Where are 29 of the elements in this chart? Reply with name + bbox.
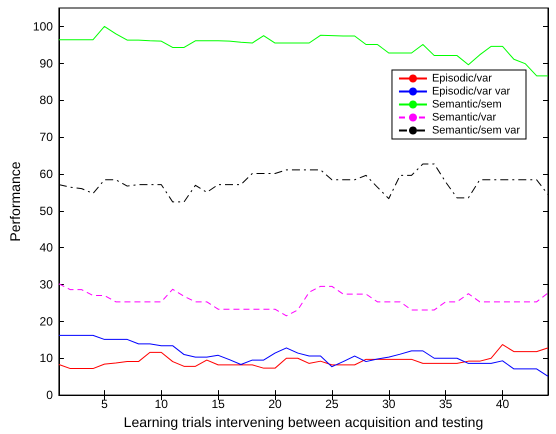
y-tick-label: 20: [40, 314, 54, 328]
y-tick-label: 50: [40, 204, 54, 218]
legend-label: Episodic/var var: [432, 86, 511, 98]
legend-label: Semantic/var: [432, 112, 496, 124]
x-tick-label: 5: [101, 397, 108, 412]
y-tick-label: 10: [40, 351, 54, 366]
y-tick-label: 70: [40, 130, 54, 144]
x-tick-label: 20: [268, 397, 282, 412]
x-tick-label: 30: [382, 397, 396, 412]
x-axis-title: Learning trials intervening between acquisition and testing: [124, 414, 484, 430]
y-axis-title: Performance: [7, 161, 23, 242]
legend-label: Episodic/var: [432, 72, 492, 84]
x-tick-label: 25: [325, 397, 339, 412]
line-series: [58, 344, 548, 370]
line-series: [58, 334, 548, 377]
y-tick-label: 100: [32, 19, 54, 34]
line-series: [58, 283, 548, 316]
y-tick-label: 40: [40, 240, 54, 255]
y-tick-label: 80: [40, 93, 54, 108]
legend-label: Semantic/sem: [432, 98, 502, 110]
x-tick-label: 10: [154, 397, 168, 412]
x-tick-label: 35: [438, 397, 453, 412]
y-tick-label: 60: [40, 166, 54, 181]
x-tick-label: 15: [211, 397, 226, 412]
y-tick-label: 90: [40, 56, 54, 70]
x-tick-label: 40: [496, 397, 510, 412]
y-tick-label: 30: [40, 278, 54, 292]
legend-label: Semantic/sem var: [432, 124, 520, 136]
y-tick-label: 0: [46, 388, 54, 402]
